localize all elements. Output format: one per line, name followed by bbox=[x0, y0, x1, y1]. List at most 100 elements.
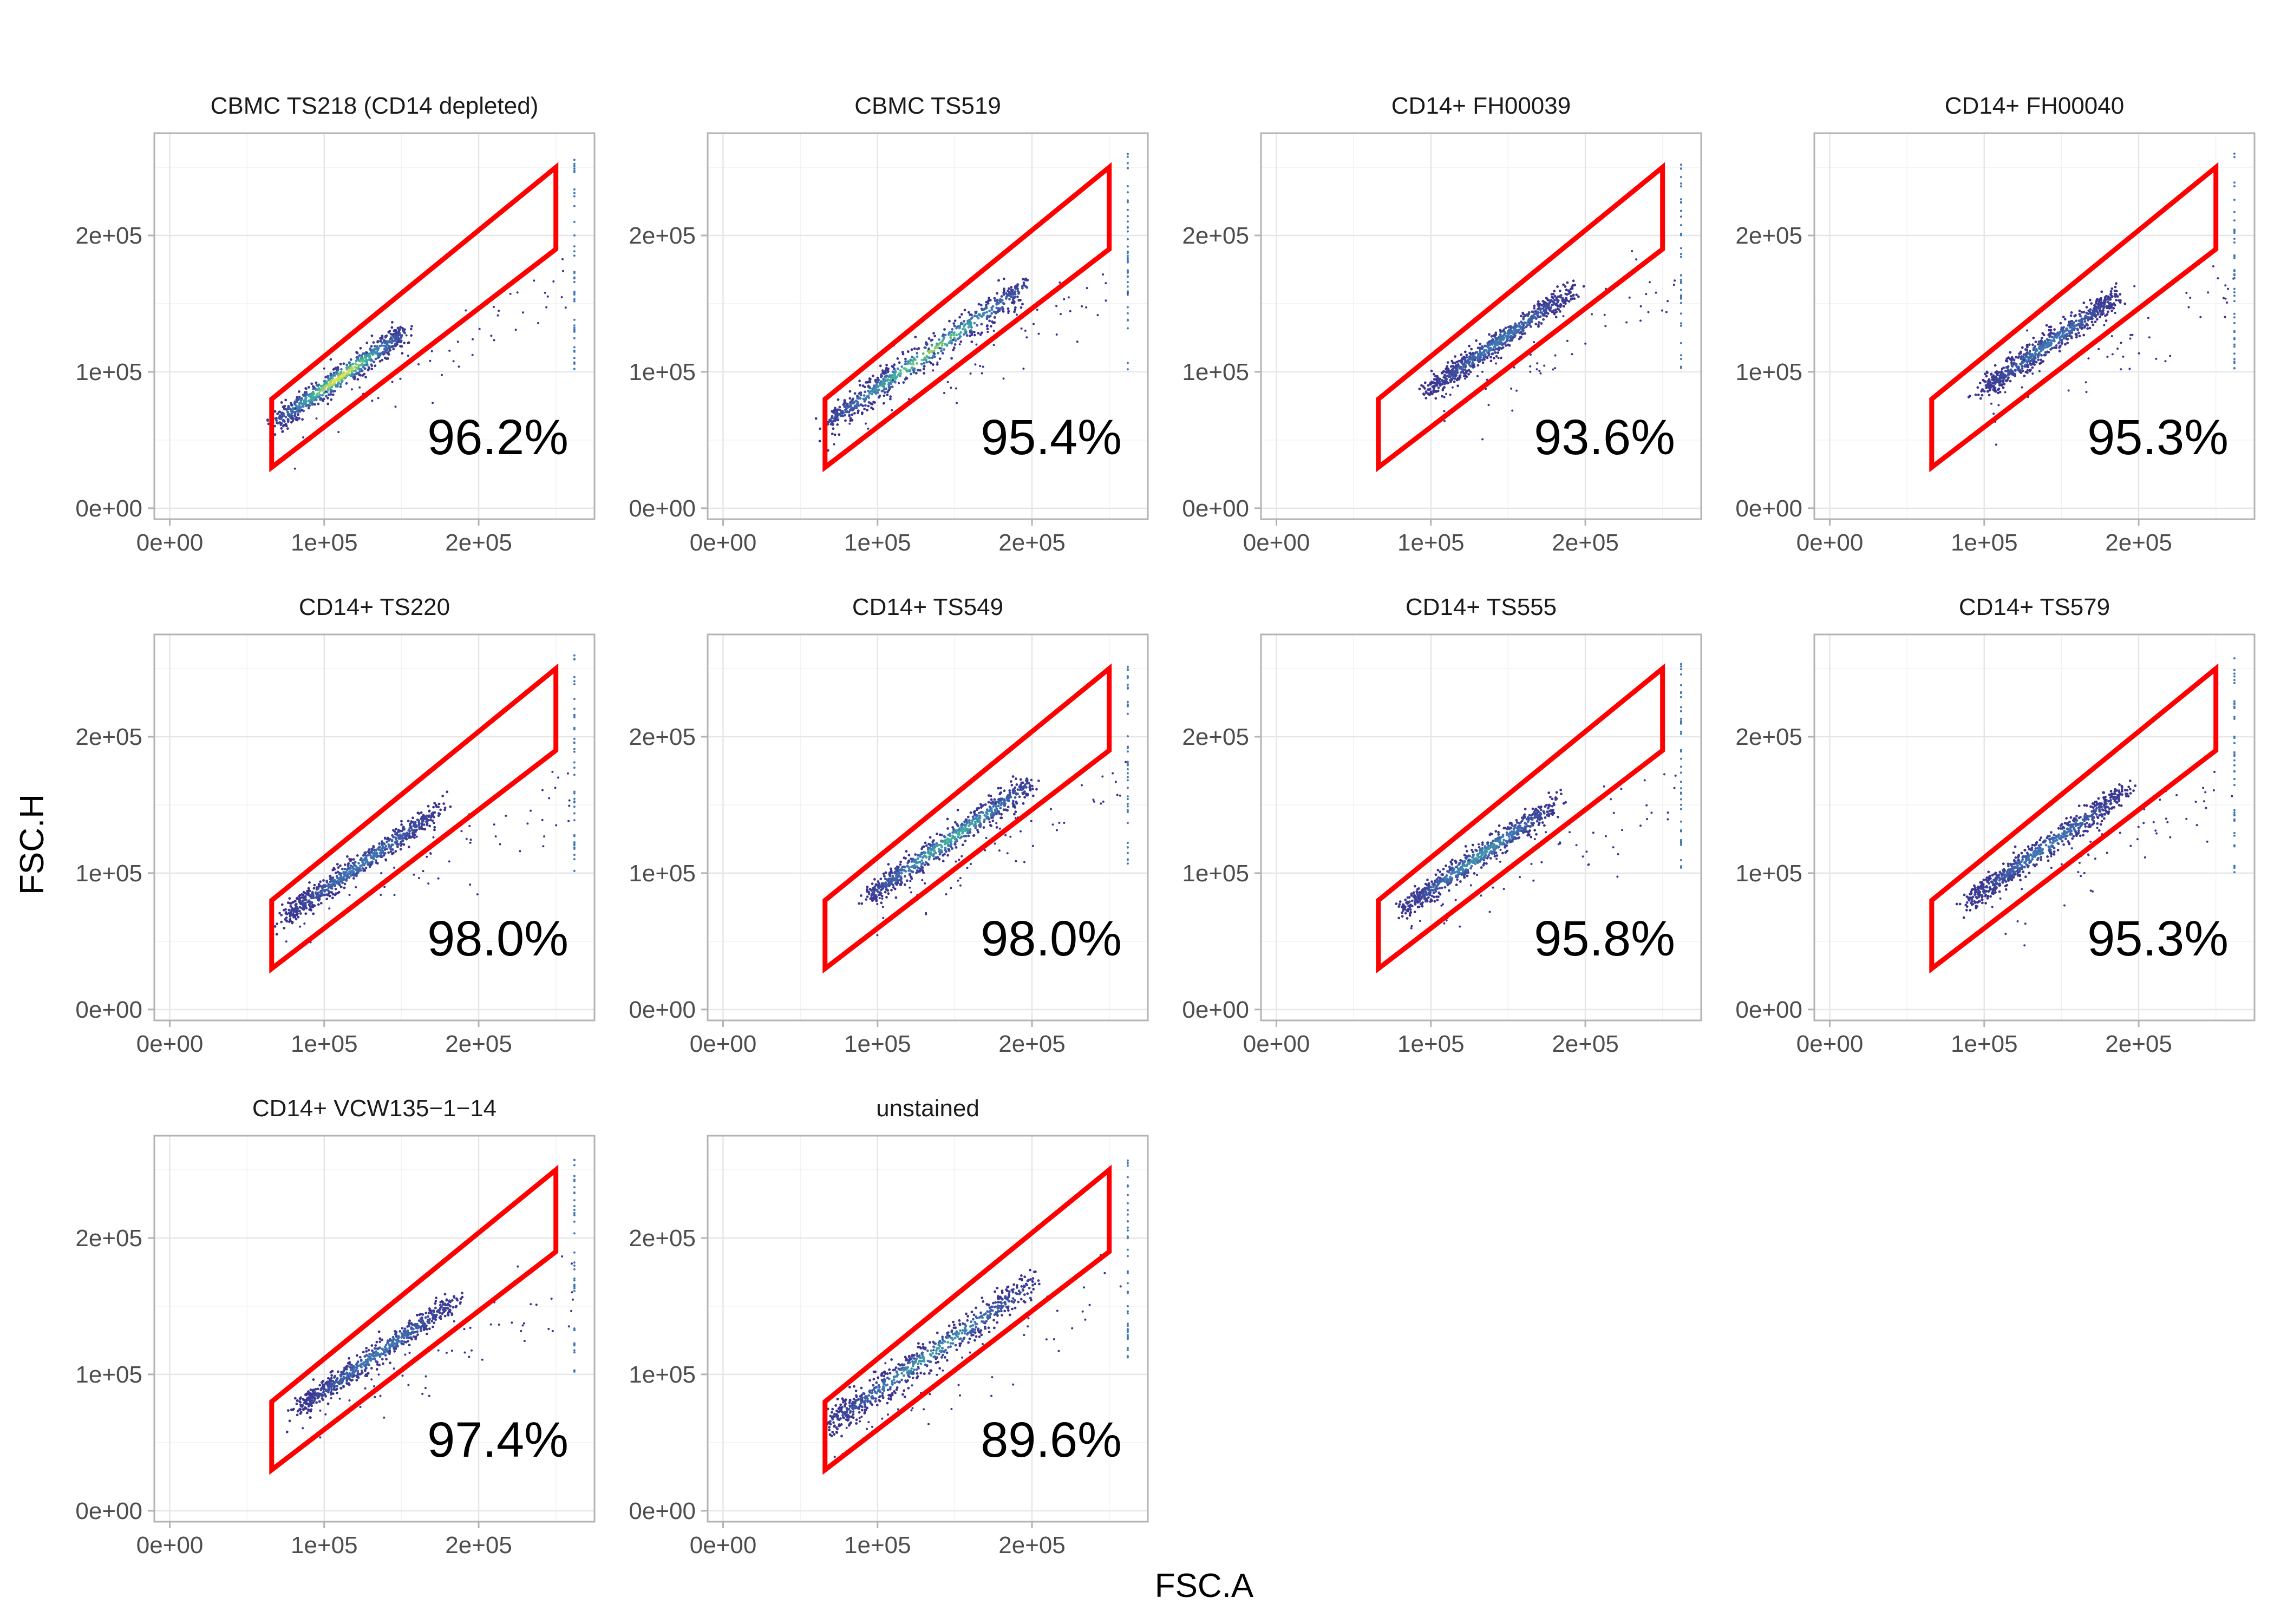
scatter-point bbox=[910, 860, 913, 863]
scatter-point bbox=[1003, 804, 1006, 807]
scatter-point bbox=[299, 900, 302, 903]
scatter-point bbox=[960, 828, 963, 831]
scatter-point bbox=[884, 376, 887, 379]
scatter-point bbox=[858, 902, 861, 905]
scatter-point-outlier bbox=[552, 280, 555, 283]
scatter-point bbox=[429, 816, 433, 819]
scatter-point-outlier bbox=[1102, 800, 1105, 803]
scatter-point bbox=[2020, 357, 2023, 361]
scatter-point-outlier bbox=[380, 872, 383, 874]
scatter-point-outlier bbox=[530, 809, 532, 812]
scatter-point bbox=[896, 873, 899, 876]
scatter-point bbox=[916, 348, 919, 351]
scatter-point bbox=[2031, 343, 2034, 346]
scatter-point bbox=[1014, 308, 1017, 311]
scatter-point-outlier bbox=[456, 340, 459, 343]
scatter-point bbox=[335, 385, 338, 388]
scatter-point bbox=[843, 399, 846, 402]
scatter-point bbox=[2095, 300, 2098, 304]
scatter-point bbox=[1526, 324, 1529, 327]
scatter-point bbox=[1442, 370, 1446, 373]
scatter-point bbox=[1545, 315, 1548, 318]
scatter-point-edge bbox=[1680, 247, 1682, 250]
scatter-point bbox=[1490, 339, 1493, 342]
scatter-point-outlier bbox=[865, 422, 867, 425]
scatter-point-edge bbox=[1126, 705, 1129, 708]
scatter-point bbox=[963, 320, 965, 323]
scatter-point-outlier bbox=[1006, 852, 1009, 855]
scatter-point bbox=[964, 835, 968, 837]
scatter-point bbox=[1494, 333, 1498, 336]
scatter-point bbox=[367, 369, 370, 371]
scatter-point-edge bbox=[573, 683, 576, 685]
scatter-point bbox=[933, 347, 937, 350]
scatter-point-edge bbox=[2233, 241, 2236, 244]
scatter-point bbox=[396, 326, 400, 330]
scatter-point bbox=[931, 338, 934, 342]
scatter-point bbox=[359, 859, 362, 862]
scatter-point-outlier bbox=[429, 852, 432, 855]
scatter-point bbox=[1437, 377, 1440, 380]
scatter-point bbox=[882, 872, 885, 875]
scatter-point-outlier bbox=[493, 823, 495, 826]
scatter-point bbox=[1497, 337, 1500, 340]
scatter-point-edge bbox=[573, 350, 576, 353]
scatter-point bbox=[2078, 309, 2081, 312]
scatter-point-outlier bbox=[537, 322, 540, 324]
scatter-point bbox=[311, 892, 314, 895]
scatter-point bbox=[954, 843, 957, 846]
scatter-point bbox=[304, 912, 308, 915]
scatter-point bbox=[1428, 383, 1432, 386]
scatter-point-edge bbox=[2233, 352, 2236, 355]
scatter-point-outlier bbox=[2120, 342, 2122, 344]
scatter-point bbox=[2102, 300, 2106, 303]
scatter-point-outlier bbox=[2227, 287, 2230, 290]
scatter-point bbox=[1536, 307, 1539, 311]
scatter-point bbox=[1454, 377, 1457, 380]
scatter-point bbox=[369, 854, 372, 857]
scatter-point bbox=[280, 903, 284, 906]
scatter-point bbox=[382, 350, 385, 353]
x-tick-label: 2e+05 bbox=[445, 529, 512, 556]
scatter-point bbox=[932, 354, 935, 357]
scatter-point bbox=[324, 384, 328, 388]
scatter-point bbox=[953, 343, 957, 346]
scatter-point bbox=[2094, 320, 2097, 323]
scatter-point-edge bbox=[1680, 354, 1682, 357]
scatter-point bbox=[369, 349, 372, 352]
scatter-point-outlier bbox=[1536, 362, 1539, 365]
scatter-point-outlier bbox=[441, 374, 443, 376]
x-tick-label: 0e+00 bbox=[1243, 529, 1310, 556]
scatter-point-edge bbox=[1126, 862, 1129, 865]
scatter-point-edge bbox=[1126, 208, 1129, 211]
scatter-point bbox=[885, 363, 888, 366]
scatter-point bbox=[940, 840, 943, 843]
scatter-point bbox=[296, 418, 299, 422]
scatter-point bbox=[333, 879, 336, 882]
scatter-point bbox=[356, 366, 359, 370]
scatter-point bbox=[309, 392, 312, 396]
scatter-point bbox=[904, 857, 907, 860]
scatter-point bbox=[1462, 356, 1466, 358]
scatter-point bbox=[879, 878, 883, 881]
scatter-point bbox=[279, 422, 282, 425]
scatter-point bbox=[1462, 365, 1466, 368]
scatter-point bbox=[997, 308, 1001, 311]
gate-percentage-label: 98.0% bbox=[981, 911, 1122, 966]
scatter-point-edge bbox=[1680, 224, 1682, 226]
scatter-point bbox=[876, 381, 879, 383]
scatter-point bbox=[372, 351, 375, 353]
scatter-point bbox=[1467, 372, 1471, 376]
scatter-point bbox=[1481, 361, 1485, 364]
scatter-point bbox=[1555, 310, 1558, 313]
scatter-point bbox=[278, 912, 281, 915]
scatter-point bbox=[381, 841, 384, 844]
scatter-point-outlier bbox=[946, 381, 949, 383]
scatter-point bbox=[335, 875, 338, 878]
panel-border bbox=[153, 633, 596, 1021]
scatter-point-outlier bbox=[1112, 772, 1114, 775]
scatter-point bbox=[992, 321, 995, 324]
scatter-point bbox=[1478, 358, 1481, 361]
scatter-point bbox=[352, 858, 355, 861]
